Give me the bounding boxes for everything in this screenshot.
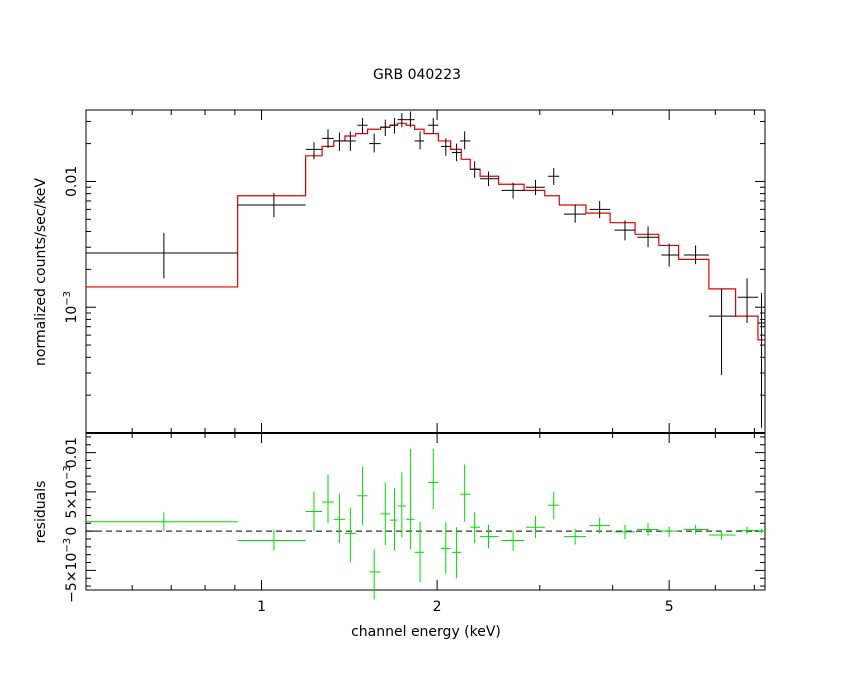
y-tick-label: 0.01 (64, 437, 80, 468)
residual-point (501, 530, 525, 551)
data-point (389, 117, 398, 134)
residuals-panel: 1 2 5−5×10−305×10−30.01 (62, 110, 766, 615)
y-axis-label-residuals: residuals (33, 481, 49, 544)
residual-point (406, 448, 415, 550)
spectrum-plot-frame (85, 109, 766, 434)
residual-point (357, 466, 368, 525)
data-point (548, 167, 560, 185)
data-point (470, 161, 481, 178)
data-point (451, 143, 462, 162)
data-point (322, 129, 334, 148)
data-point (333, 132, 345, 151)
residual-point (614, 524, 636, 539)
residual-point (683, 524, 709, 535)
y-tick-label: 0 (64, 527, 80, 536)
x-tick-label: 1 (257, 599, 266, 615)
data-point (357, 117, 368, 134)
residual-point (237, 529, 306, 551)
residual-point (369, 549, 381, 600)
residual-point (451, 527, 462, 579)
data-point (344, 131, 356, 151)
data-point (589, 200, 611, 219)
data-point (708, 288, 736, 375)
residual-point (708, 530, 736, 540)
data-point (406, 111, 415, 128)
data-point (397, 113, 407, 128)
data-point (237, 192, 306, 218)
residual-point (460, 464, 471, 522)
y-tick-label: 5×10−3 (62, 465, 80, 518)
data-point (563, 204, 586, 223)
residual-point (589, 517, 611, 534)
data-point (86, 232, 238, 279)
residual-point (397, 472, 407, 538)
data-point (305, 142, 323, 160)
data-point (637, 226, 659, 248)
data-point (369, 133, 381, 153)
x-tick-label: 2 (433, 599, 442, 615)
data-point (661, 243, 679, 267)
residual-point (414, 521, 425, 583)
data-point (614, 220, 636, 241)
residual-point (548, 491, 560, 520)
spectrum-panel: 10−3 0.01 (62, 109, 766, 434)
residual-point (86, 512, 238, 532)
residual-point (525, 516, 545, 539)
y-axis-label-spectrum: normalized counts/sec/keV (33, 178, 49, 366)
data-point (501, 182, 525, 199)
residual-point (380, 482, 390, 546)
residual-point (305, 491, 323, 532)
residual-point (322, 474, 334, 524)
data-point (525, 179, 545, 196)
model-step-line (86, 122, 765, 341)
residual-point (757, 528, 765, 534)
residual-point (480, 524, 499, 549)
residual-point (440, 521, 451, 575)
y-tick-label: 0.01 (64, 166, 80, 197)
residual-point (333, 493, 345, 543)
residual-point (470, 512, 481, 543)
data-point (480, 171, 499, 187)
data-point (380, 119, 390, 136)
residual-point (563, 528, 586, 545)
residual-point (661, 526, 679, 537)
data-point (737, 278, 758, 323)
residuals-plot-frame (85, 432, 766, 591)
residual-point (344, 507, 356, 563)
data-point (460, 131, 471, 150)
chart-title: GRB 040223 (373, 67, 461, 83)
residual-point (637, 523, 659, 536)
x-axis-label: channel energy (keV) (351, 624, 501, 640)
data-point (683, 245, 709, 265)
residual-point (737, 526, 758, 535)
data-point (440, 138, 451, 156)
residual-point (428, 448, 439, 510)
y-tick-label: 10−3 (62, 291, 80, 324)
y-tick-label: −5×10−3 (62, 538, 80, 603)
data-point (428, 117, 439, 134)
x-tick-label: 5 (665, 599, 674, 615)
residual-point (389, 487, 398, 551)
data-point (757, 292, 765, 428)
data-point (414, 131, 425, 150)
